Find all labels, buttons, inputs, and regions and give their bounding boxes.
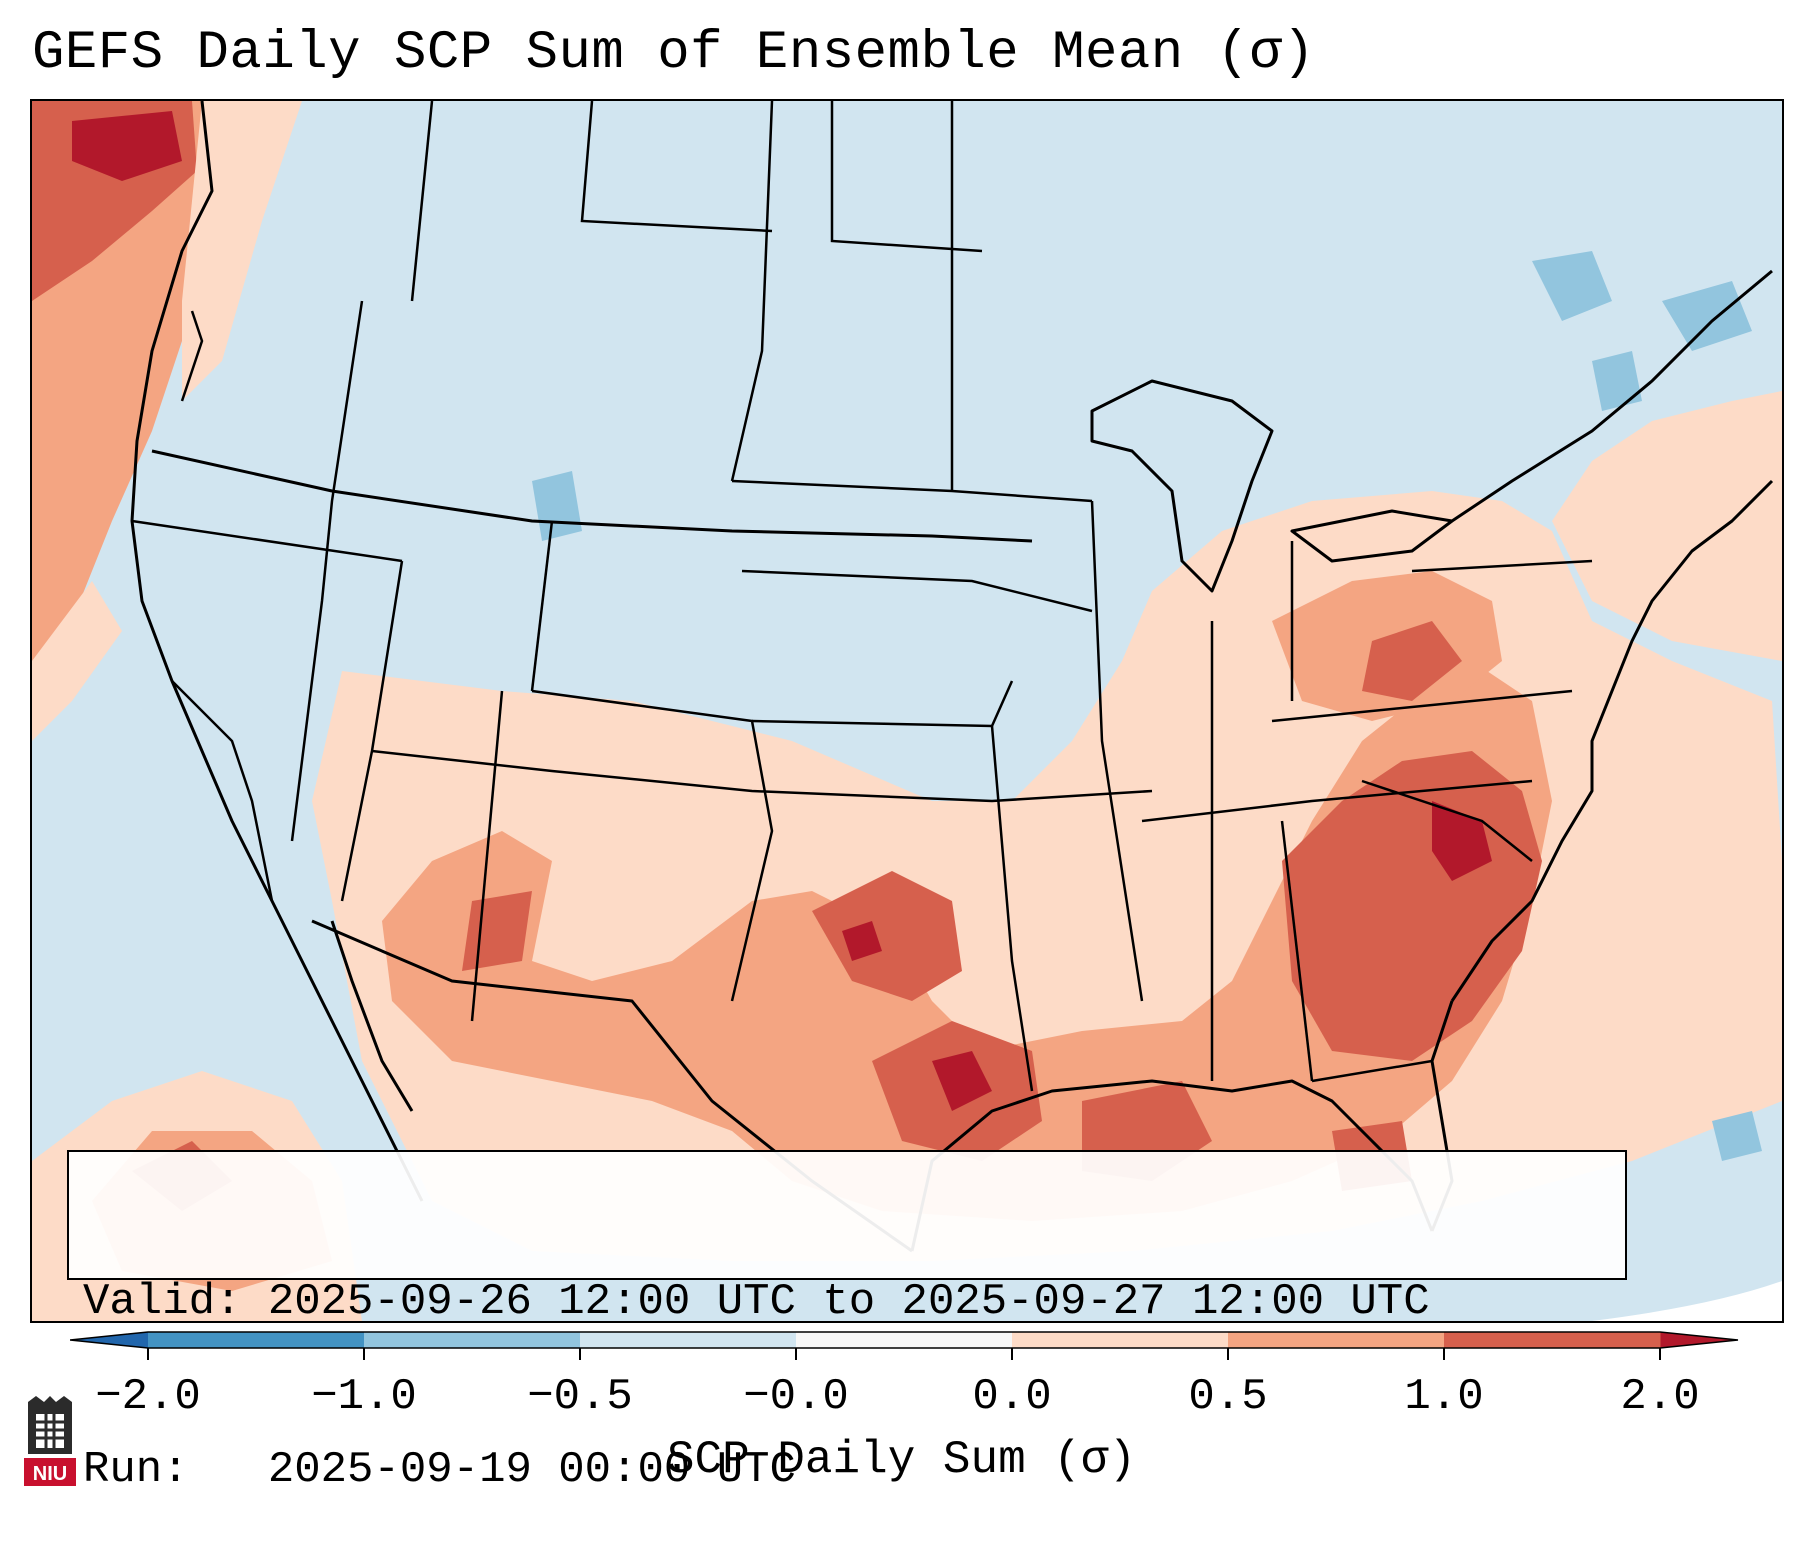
colorbar-tick-label: −0.0 xyxy=(743,1372,849,1422)
map-title: GEFS Daily SCP Sum of Ensemble Mean (σ) xyxy=(32,23,1316,84)
field-caribbean-negative xyxy=(1712,1111,1762,1161)
valid-label: Valid: 2025-09-26 12:00 UTC to 2025-09-2… xyxy=(83,1277,1430,1327)
field-va-core xyxy=(1362,621,1462,701)
colorbar-segment xyxy=(364,1332,581,1348)
map-panel[interactable] xyxy=(30,99,1784,1323)
field-nw-pacific-peak xyxy=(72,111,182,181)
atlantic-coastline xyxy=(1450,479,1774,1002)
colorbar-segment xyxy=(1228,1332,1445,1348)
state-line-ga-fl xyxy=(1311,1059,1433,1083)
state-line-ut-co xyxy=(530,520,554,692)
canada-border-west xyxy=(151,449,1033,543)
field-tx-north-core xyxy=(812,871,962,1001)
state-line-36n xyxy=(371,749,1153,803)
niu-logo: NIU xyxy=(24,1396,76,1486)
state-line-pa-ny xyxy=(1411,559,1593,573)
colorbar-svg: −2.0 −1.0 −0.5 −0.0 0.0 0.5 1.0 2.0 xyxy=(69,1331,1739,1422)
field-quebec-negative xyxy=(1532,251,1612,321)
state-line-mo-il xyxy=(1090,500,1144,1002)
colorbar-tick-label: 1.0 xyxy=(1404,1372,1483,1422)
state-line-az-nm xyxy=(470,690,504,1022)
baja-coastline xyxy=(330,920,414,1112)
field-az-core xyxy=(462,891,532,971)
field-tx-north-peak xyxy=(842,921,882,961)
projection-edge-right xyxy=(1592,1281,1782,1321)
logo-grid-icon xyxy=(36,1414,64,1448)
field-me-negative xyxy=(1592,351,1642,411)
field-maritime-negative xyxy=(1662,281,1752,351)
colorbar-tick-label: −1.0 xyxy=(311,1372,417,1422)
lake-erie-outline xyxy=(1290,509,1454,563)
state-line-ne-ks xyxy=(741,569,1093,613)
boundary-lines xyxy=(130,101,1774,1253)
pacific-coastline xyxy=(130,101,424,1202)
state-line-ca-nv xyxy=(171,680,274,902)
state-line-canada-west xyxy=(410,101,434,302)
colorbar: −2.0 −1.0 −0.5 −0.0 0.0 0.5 1.0 2.0 xyxy=(69,1318,1740,1468)
state-line-nc-sc xyxy=(1361,779,1533,862)
colorbar-tick-label: 2.0 xyxy=(1620,1372,1699,1422)
state-line-or-wa xyxy=(180,310,204,402)
colorbar-tick-label: −0.5 xyxy=(527,1372,633,1422)
colorbar-extend-high xyxy=(1660,1332,1738,1348)
state-line-or-ca xyxy=(131,519,403,563)
state-line-va-nc xyxy=(1271,689,1573,723)
field-pacific-light xyxy=(32,581,122,741)
state-line-canada-east xyxy=(830,101,983,253)
colorbar-segment xyxy=(796,1332,1013,1348)
state-line-tn-south xyxy=(1141,779,1533,823)
colorbar-segment xyxy=(1012,1332,1229,1348)
field-sc-peak xyxy=(1432,801,1492,881)
valid-run-infobox: Valid: 2025-09-26 12:00 UTC to 2025-09-2… xyxy=(67,1150,1627,1495)
colorbar-segment xyxy=(148,1332,365,1348)
colorbar-tick-label: 0.0 xyxy=(972,1372,1051,1422)
state-line-canada-mid xyxy=(580,101,773,233)
logo-badge xyxy=(24,1458,76,1486)
great-lakes-outline xyxy=(1090,379,1274,593)
colorbar-segment xyxy=(580,1332,797,1348)
field-atlantic-light xyxy=(1552,391,1782,661)
colorbar-tick-label: −2.0 xyxy=(95,1372,201,1422)
st-lawrence xyxy=(1451,269,1773,523)
colorbar-extend-low xyxy=(70,1332,148,1348)
field-south-mid xyxy=(382,661,1552,1221)
state-line-al-ga xyxy=(1280,820,1314,1082)
state-lines xyxy=(131,101,1593,1092)
state-line-ar-la xyxy=(990,725,1034,1092)
map-canvas xyxy=(32,101,1782,1321)
field-tx-peak xyxy=(932,1051,992,1111)
run-label: Run: 2025-09-19 00:00 UTC xyxy=(83,1445,796,1495)
colorbar-label: SCP Daily Sum (σ) xyxy=(666,1434,1137,1486)
state-line-mt-dakotas xyxy=(730,101,774,482)
state-line-nm-tx xyxy=(531,689,774,1002)
colorbar-tick-label: 0.5 xyxy=(1188,1372,1267,1422)
logo-text: NIU xyxy=(33,1463,67,1485)
field-nw-light xyxy=(182,101,302,401)
colorbar-segment xyxy=(1444,1332,1661,1348)
